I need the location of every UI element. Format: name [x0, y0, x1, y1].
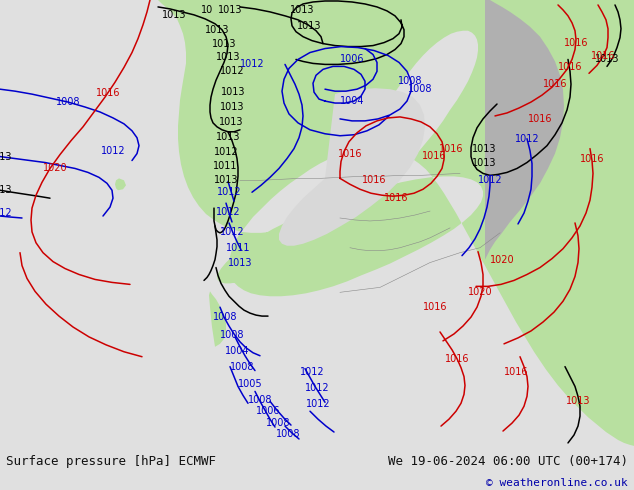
Text: 1016: 1016 [439, 144, 463, 154]
Text: 1012: 1012 [220, 66, 244, 76]
Text: 1016: 1016 [527, 114, 552, 124]
Text: 1013: 1013 [290, 5, 314, 15]
Text: 1020: 1020 [468, 287, 493, 297]
Text: 1013: 1013 [219, 117, 243, 127]
Text: 1013: 1013 [220, 102, 244, 112]
Text: Surface pressure [hPa] ECMWF: Surface pressure [hPa] ECMWF [6, 455, 216, 468]
Polygon shape [158, 0, 634, 446]
Text: We 19-06-2024 06:00 UTC (00+174): We 19-06-2024 06:00 UTC (00+174) [387, 455, 628, 468]
Text: 1013: 1013 [595, 54, 619, 65]
Text: 1013: 1013 [217, 5, 242, 15]
Text: 1012: 1012 [515, 134, 540, 144]
Text: 1013: 1013 [214, 175, 238, 185]
Text: 1008: 1008 [230, 362, 254, 371]
Polygon shape [485, 0, 564, 260]
Text: 1006: 1006 [256, 406, 280, 416]
Text: 1016: 1016 [422, 150, 446, 161]
Text: 1016: 1016 [362, 175, 386, 185]
Text: 1008: 1008 [220, 330, 244, 340]
Text: 1004: 1004 [224, 346, 249, 356]
Polygon shape [115, 178, 126, 190]
Text: 1016: 1016 [423, 302, 447, 312]
Text: 1005: 1005 [238, 379, 262, 390]
Text: 1016: 1016 [558, 62, 582, 73]
Polygon shape [279, 88, 425, 246]
Text: 1008: 1008 [56, 97, 81, 107]
Text: 1016: 1016 [504, 367, 528, 377]
Text: 1012: 1012 [305, 384, 329, 393]
Text: 1004: 1004 [340, 96, 365, 106]
Text: 1016: 1016 [96, 88, 120, 98]
Text: 1008: 1008 [408, 84, 432, 94]
Text: 1012: 1012 [101, 146, 126, 156]
Text: 1013: 1013 [472, 158, 496, 169]
Text: 1013: 1013 [216, 52, 240, 62]
Text: 1016: 1016 [591, 51, 615, 61]
Text: 10: 10 [201, 5, 213, 15]
Text: © weatheronline.co.uk: © weatheronline.co.uk [486, 478, 628, 489]
Text: 1016: 1016 [338, 148, 362, 159]
Text: 1016: 1016 [564, 38, 588, 48]
Text: 1013: 1013 [221, 87, 245, 97]
Polygon shape [209, 292, 226, 347]
Text: 1008: 1008 [276, 429, 301, 439]
Text: 1020: 1020 [42, 164, 67, 173]
Text: 1008: 1008 [398, 76, 422, 86]
Text: 1016: 1016 [579, 153, 604, 164]
Text: 1008: 1008 [248, 395, 272, 405]
Text: 1012: 1012 [214, 147, 238, 157]
Text: 1016: 1016 [543, 79, 567, 89]
Text: 1013: 1013 [212, 39, 236, 49]
Text: 1013: 1013 [0, 151, 12, 162]
Text: 1012: 1012 [240, 59, 264, 70]
Text: 1012: 1012 [220, 227, 244, 237]
Text: 1012: 1012 [216, 207, 240, 217]
Text: 1013: 1013 [205, 24, 230, 35]
Text: 1013: 1013 [472, 144, 496, 154]
Text: 1012: 1012 [0, 208, 12, 218]
Text: 1020: 1020 [489, 255, 514, 265]
Text: 1013: 1013 [566, 396, 590, 406]
Text: 1008: 1008 [266, 418, 290, 428]
Text: 1012: 1012 [217, 187, 242, 197]
Text: 1012: 1012 [306, 399, 330, 409]
Text: 1012: 1012 [477, 175, 502, 185]
Text: 1013: 1013 [228, 258, 252, 268]
Text: 1006: 1006 [340, 54, 365, 65]
Text: 1012: 1012 [300, 367, 325, 377]
Text: 1008: 1008 [213, 312, 237, 322]
Text: 1011: 1011 [213, 162, 237, 172]
Text: 1013: 1013 [216, 132, 240, 142]
Text: 1011: 1011 [226, 243, 250, 253]
Text: 1016: 1016 [384, 193, 408, 203]
Text: 1013: 1013 [0, 185, 12, 195]
Text: 1013: 1013 [297, 21, 321, 31]
Text: 1013: 1013 [162, 10, 186, 20]
Text: 1016: 1016 [444, 354, 469, 364]
